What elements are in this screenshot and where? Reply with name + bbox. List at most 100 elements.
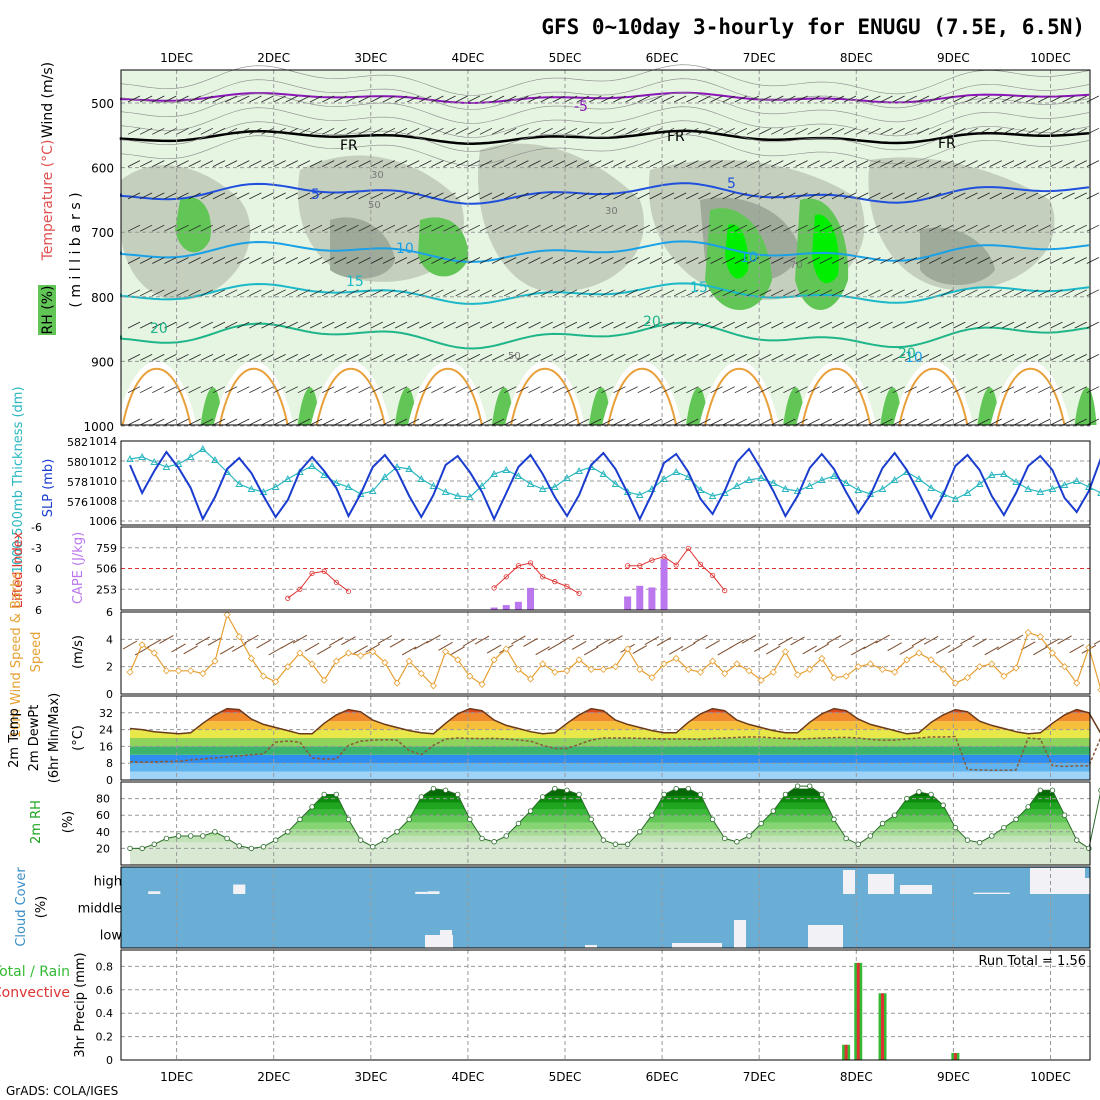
wind-barb xyxy=(297,386,311,394)
wind-barb xyxy=(467,321,481,329)
wind-barb xyxy=(576,257,590,264)
wind-barb xyxy=(224,160,238,167)
wind-barb xyxy=(176,95,189,103)
wind-speed-point xyxy=(963,674,972,682)
wind-barb xyxy=(322,160,335,167)
rh2m-point xyxy=(357,837,364,843)
wind-speed-point xyxy=(393,679,401,687)
wind-barb xyxy=(831,160,845,167)
upper-air-panel: -5 FR FR FR 5 5 10 10 10 15 15 20 20 20 30 30 50 50 70 500 6… xyxy=(38,62,1100,434)
wind-barb xyxy=(479,95,493,103)
wind-barb xyxy=(237,192,250,200)
temp-tick-label: 32 xyxy=(99,707,113,720)
precip-conv-bar xyxy=(856,962,860,1060)
wind-barb xyxy=(212,192,226,200)
wind-speed-point xyxy=(332,657,340,665)
wind-barb xyxy=(455,354,468,361)
wind-barb xyxy=(431,95,444,103)
wind-barb xyxy=(601,418,614,426)
li-tick-label: -3 xyxy=(31,542,42,555)
wind-barb xyxy=(491,160,505,167)
wind-barb xyxy=(941,386,954,394)
wind-barb xyxy=(1062,160,1075,167)
wind-barb xyxy=(783,418,796,426)
wind-barb xyxy=(438,641,453,651)
wind-barb xyxy=(625,257,638,264)
bottom-day-label: 2DEC xyxy=(257,1070,290,1084)
wind-barb xyxy=(1050,289,1063,297)
contour-label: 70 xyxy=(790,260,803,271)
cloud-low-cell xyxy=(808,925,843,948)
wind-barb xyxy=(771,418,784,426)
wind-barb xyxy=(778,636,793,646)
lifted-index-line xyxy=(493,562,580,594)
wind-speed-point xyxy=(976,663,984,671)
wind-barb xyxy=(309,289,323,297)
wind-barb xyxy=(941,95,954,103)
wind-barb xyxy=(649,95,663,103)
wind-barb xyxy=(831,257,845,264)
wind-barb xyxy=(746,160,760,167)
panel-background xyxy=(121,441,1090,525)
wind-barb xyxy=(904,321,917,329)
rh2m-point xyxy=(539,794,546,800)
wind-barb xyxy=(771,386,784,394)
wind-barb xyxy=(297,192,311,200)
wind-barb xyxy=(467,160,481,167)
wind-speed-point xyxy=(417,669,425,678)
wind-barb xyxy=(790,636,805,646)
wind-barb xyxy=(406,95,420,103)
wind-barb xyxy=(674,257,687,264)
wind-barb xyxy=(334,257,347,264)
wind-barb xyxy=(977,289,990,297)
wind-barb xyxy=(552,95,565,103)
wind-barb xyxy=(892,386,905,394)
slp-series-line xyxy=(129,447,1100,522)
thickness-point xyxy=(550,482,559,490)
thickness-point xyxy=(466,492,474,500)
rh2m-point xyxy=(734,839,740,845)
bottom-day-label: 10DEC xyxy=(1030,1070,1070,1084)
temp-band xyxy=(130,721,1090,730)
wind-barb xyxy=(358,224,371,232)
wind-barb xyxy=(200,386,214,394)
wind-speed-point xyxy=(915,649,923,657)
cape-bar xyxy=(648,587,656,610)
wind-barb xyxy=(710,192,723,200)
contour-label: FR xyxy=(938,136,956,152)
wind-barb xyxy=(358,95,371,103)
rh-band xyxy=(130,848,1090,865)
thickness-point xyxy=(296,467,304,475)
wind-barb xyxy=(431,386,444,394)
wind-barb xyxy=(674,160,687,167)
wind-barb xyxy=(807,354,820,361)
wind-barb xyxy=(953,192,966,200)
cape-panel: -6 -3 0 3 6 759 506 253 Lifted Index CAPE (J/kg) xyxy=(11,521,1091,617)
thickness-point xyxy=(915,474,923,482)
rh-contour xyxy=(120,92,1090,124)
wind-barb xyxy=(455,386,468,394)
wind-barb xyxy=(710,321,723,329)
top-day-label: 1DEC xyxy=(160,51,193,65)
wind-barb xyxy=(783,386,796,394)
wind-barb xyxy=(249,418,262,426)
temp-tick-label: 24 xyxy=(99,724,113,737)
wind-barb xyxy=(710,224,723,232)
wind-barb xyxy=(1013,354,1027,361)
wind-speed-point xyxy=(429,682,438,690)
wind-barb xyxy=(977,418,990,426)
wind-barb xyxy=(188,224,201,232)
wind-barb xyxy=(674,289,687,297)
wind-speed-point xyxy=(709,657,717,665)
wind-barb xyxy=(309,418,323,426)
wind-barb xyxy=(261,418,274,426)
wind-barb xyxy=(741,634,757,644)
rh2m-point xyxy=(722,835,728,842)
slp-tick-label: 1008 xyxy=(89,495,117,508)
thickness-point xyxy=(405,464,414,472)
wind-barb xyxy=(127,386,141,394)
rh2m-point xyxy=(600,837,607,843)
wind-barb xyxy=(467,127,481,135)
rh2m-point xyxy=(612,841,619,847)
wind-barb xyxy=(1062,127,1075,135)
